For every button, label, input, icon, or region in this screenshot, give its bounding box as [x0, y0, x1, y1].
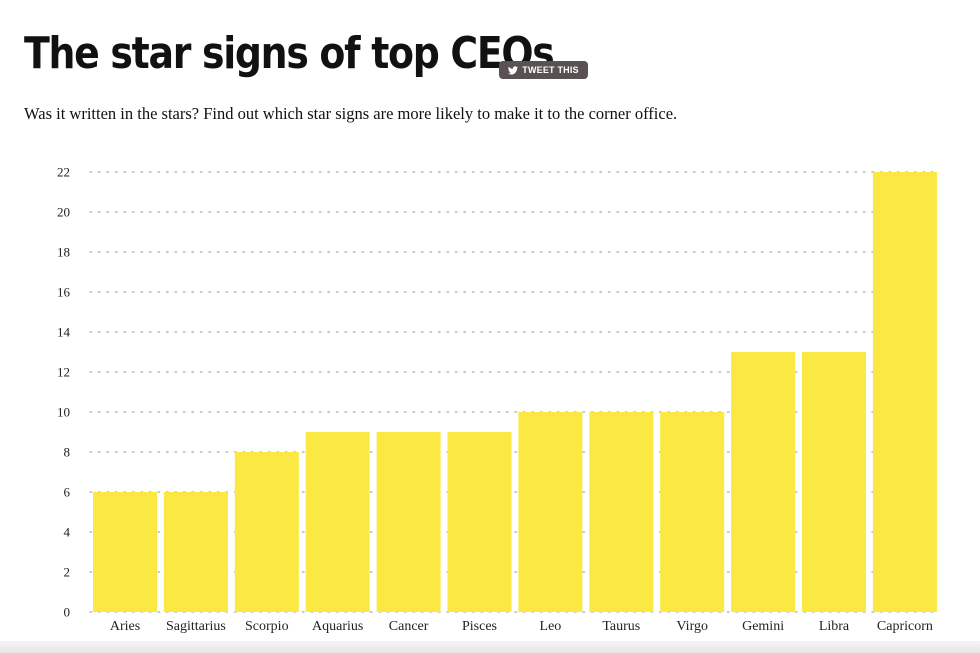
page-bottom-edge [0, 641, 980, 653]
x-tick-label: Virgo [676, 619, 708, 634]
twitter-icon [508, 65, 519, 75]
y-tick-label: 4 [64, 525, 71, 540]
y-tick-label: 20 [57, 205, 70, 220]
x-tick-label: Leo [540, 619, 562, 634]
bar-capricorn[interactable] [872, 172, 937, 612]
y-tick-label: 8 [64, 445, 71, 460]
y-tick-label: 16 [57, 285, 71, 300]
bar-libra[interactable] [802, 352, 866, 612]
bar-pisces[interactable] [447, 432, 512, 612]
x-tick-label: Aries [110, 619, 140, 634]
x-tick-label: Libra [819, 619, 850, 634]
x-tick-label: Cancer [389, 619, 429, 634]
x-tick-label: Capricorn [877, 619, 933, 634]
x-tick-label: Aquarius [312, 619, 363, 634]
y-tick-label: 14 [57, 325, 71, 340]
x-tick-label: Scorpio [245, 619, 289, 634]
bar-virgo[interactable] [660, 412, 725, 612]
bar-sagittarius[interactable] [163, 492, 228, 612]
y-tick-label: 18 [57, 245, 70, 260]
x-tick-label: Pisces [462, 619, 497, 634]
bar-aquarius[interactable] [305, 432, 370, 612]
gridlines [89, 171, 941, 613]
page-title: The star signs of top CEOs [24, 28, 555, 79]
y-tick-label: 12 [57, 365, 70, 380]
bar-leo[interactable] [518, 412, 583, 612]
y-tick-label: 6 [64, 485, 71, 500]
tweet-this-label: TWEET THIS [522, 65, 579, 75]
bar-gemini[interactable] [731, 352, 796, 612]
chart-subtitle: Was it written in the stars? Find out wh… [24, 104, 678, 123]
x-tick-label: Taurus [602, 619, 640, 634]
y-tick-label: 2 [64, 565, 71, 580]
bars [93, 172, 937, 612]
y-axis-ticks: 0 2 4 6 8 10 12 14 16 18 20 22 [57, 165, 71, 620]
x-tick-label: Sagittarius [166, 619, 226, 634]
bar-taurus[interactable] [589, 412, 654, 612]
y-tick-label: 22 [57, 165, 70, 180]
bar-scorpio[interactable] [234, 452, 299, 612]
bar-aries[interactable] [93, 492, 157, 612]
bar-cancer[interactable] [376, 432, 441, 612]
x-tick-label: Gemini [742, 619, 784, 634]
y-tick-label: 0 [64, 605, 71, 620]
x-axis-labels: Aries Sagittarius Scorpio Aquarius Cancer Pis… [110, 619, 933, 634]
tweet-this-button[interactable]: TWEET THIS [499, 61, 588, 79]
y-tick-label: 10 [57, 405, 70, 420]
